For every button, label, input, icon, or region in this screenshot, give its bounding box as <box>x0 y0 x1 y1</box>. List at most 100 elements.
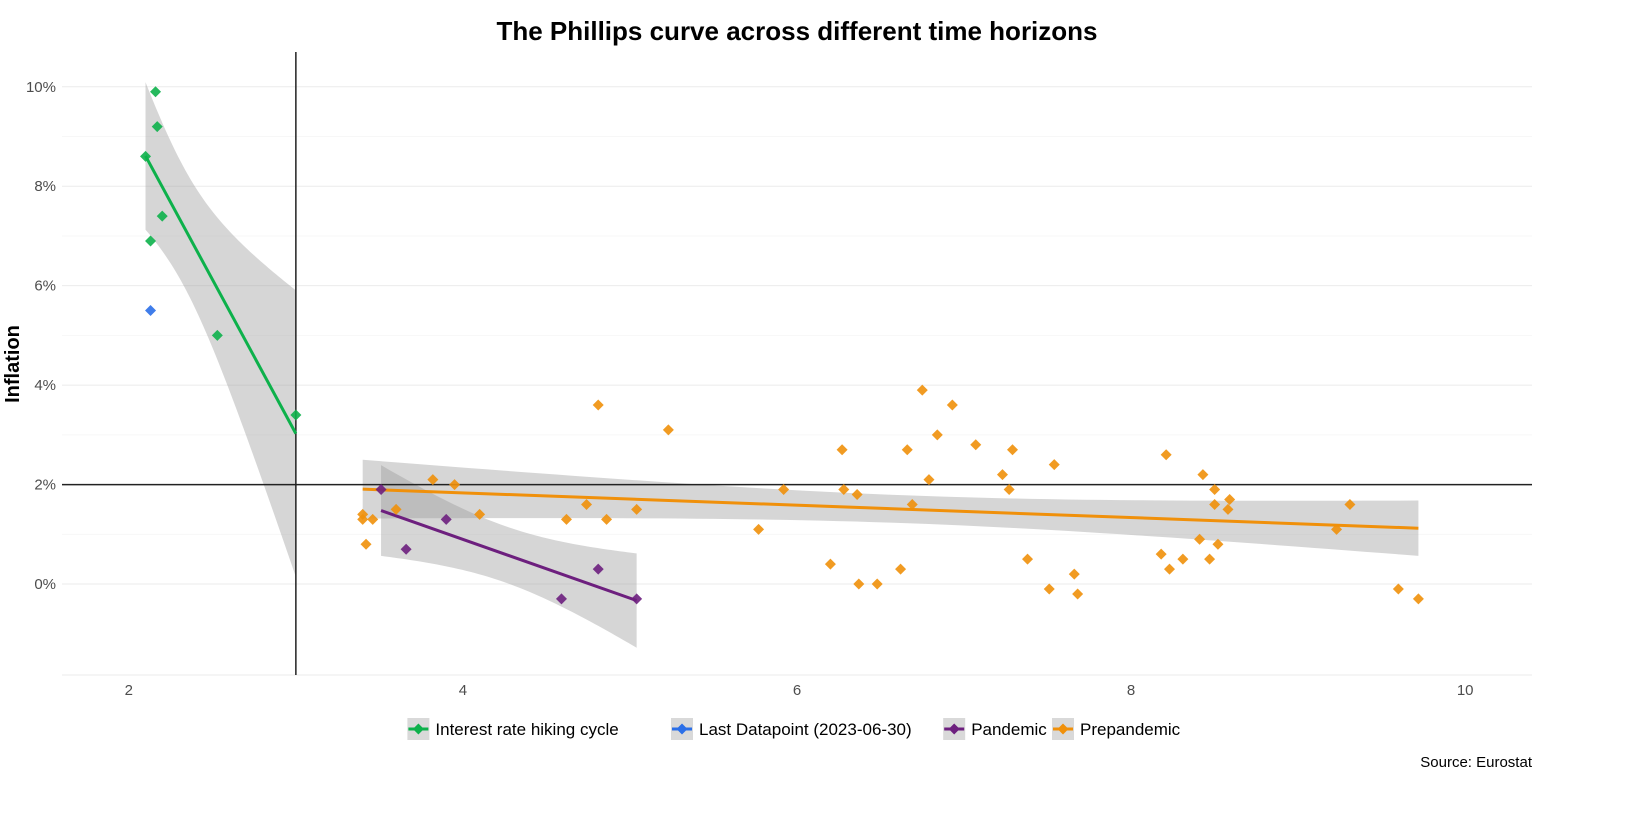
data-point <box>906 498 918 510</box>
data-point <box>1224 493 1236 505</box>
x-tick-label: 2 <box>125 682 133 699</box>
data-point <box>1043 583 1055 595</box>
data-point <box>555 593 567 605</box>
data-point <box>1003 484 1015 496</box>
data-point <box>151 121 163 133</box>
data-point <box>360 538 372 550</box>
legend-marker <box>948 723 960 735</box>
x-axis-ticks: 2 4 6 8 10 <box>125 682 1474 699</box>
x-tick-label: 6 <box>793 682 801 699</box>
fit-line <box>144 155 298 435</box>
fit-line <box>362 487 1419 530</box>
confidence-band <box>145 82 296 577</box>
x-tick-label: 10 <box>1457 682 1474 699</box>
data-point <box>1048 459 1060 471</box>
data-point <box>427 474 439 486</box>
data-point <box>1194 533 1206 545</box>
data-point <box>1412 593 1424 605</box>
data-point <box>375 484 387 496</box>
data-point <box>778 484 790 496</box>
legend-marker <box>1057 723 1069 735</box>
data-point <box>996 469 1008 481</box>
data-point <box>1222 503 1234 515</box>
data-point <box>601 513 613 525</box>
data-point <box>871 578 883 590</box>
data-point <box>901 444 913 456</box>
x-tick-label: 8 <box>1127 682 1135 699</box>
data-point <box>1197 469 1209 481</box>
data-point <box>916 384 928 396</box>
data-point <box>824 558 836 570</box>
fit-line <box>380 509 638 602</box>
data-point <box>1164 563 1176 575</box>
data-point <box>145 305 157 317</box>
data-point <box>662 424 674 436</box>
data-point <box>1209 498 1221 510</box>
data-point <box>631 503 643 515</box>
y-axis-label: Inflation <box>2 325 24 403</box>
data-point <box>838 484 850 496</box>
data-point <box>1392 583 1404 595</box>
legend-label: Interest rate hiking cycle <box>435 720 618 739</box>
data-point <box>150 86 162 98</box>
y-tick-label: 0% <box>34 576 56 593</box>
data-point <box>581 498 593 510</box>
data-point <box>367 513 379 525</box>
data-point <box>440 513 452 525</box>
data-point <box>592 563 604 575</box>
data-point <box>923 474 935 486</box>
data-point <box>946 399 958 411</box>
legend-marker <box>412 723 424 735</box>
data-point <box>560 513 572 525</box>
data-point <box>1068 568 1080 580</box>
y-tick-label: 2% <box>34 477 56 494</box>
data-point <box>1204 553 1216 565</box>
data-point <box>156 210 168 222</box>
data-point <box>140 150 152 162</box>
legend: Interest rate hiking cycle Last Datapoint… <box>407 718 1181 740</box>
data-point <box>631 593 643 605</box>
data-point <box>851 489 863 501</box>
data-point <box>390 503 402 515</box>
data-point <box>592 399 604 411</box>
data-point <box>474 508 486 520</box>
y-tick-label: 10% <box>26 79 56 96</box>
data-point <box>1072 588 1084 600</box>
data-point <box>449 479 461 491</box>
x-tick-label: 4 <box>459 682 467 699</box>
data-point <box>400 543 412 555</box>
data-point <box>753 523 765 535</box>
legend-label: Prepandemic <box>1080 720 1181 739</box>
confidence-bands <box>145 82 1419 648</box>
data-point <box>1160 449 1172 461</box>
data-point <box>1177 553 1189 565</box>
y-tick-label: 8% <box>34 178 56 195</box>
data-point <box>853 578 865 590</box>
legend-label: Last Datapoint (2023-06-30) <box>699 720 912 739</box>
data-point <box>1155 548 1167 560</box>
chart-title: The Phillips curve across different time… <box>496 16 1097 46</box>
data-point <box>357 513 369 525</box>
data-point <box>1209 484 1221 496</box>
data-point <box>1331 523 1343 535</box>
caption: Source: Eurostat <box>1420 754 1533 771</box>
y-axis-ticks: 0% 2% 4% 6% 8% 10% <box>26 79 56 593</box>
data-point <box>145 235 157 247</box>
data-point <box>836 444 848 456</box>
y-tick-label: 6% <box>34 278 56 295</box>
data-point <box>290 409 302 421</box>
data-point <box>1022 553 1034 565</box>
data-point <box>1344 498 1356 510</box>
reference-lines <box>62 52 1532 675</box>
fit-lines <box>144 155 1419 602</box>
data-point <box>931 429 943 441</box>
data-point <box>970 439 982 451</box>
data-point <box>211 329 223 341</box>
y-tick-label: 4% <box>34 377 56 394</box>
data-points <box>140 86 1424 605</box>
legend-marker <box>676 723 688 735</box>
data-point <box>895 563 907 575</box>
data-point <box>1212 538 1224 550</box>
legend-label: Pandemic <box>971 720 1047 739</box>
